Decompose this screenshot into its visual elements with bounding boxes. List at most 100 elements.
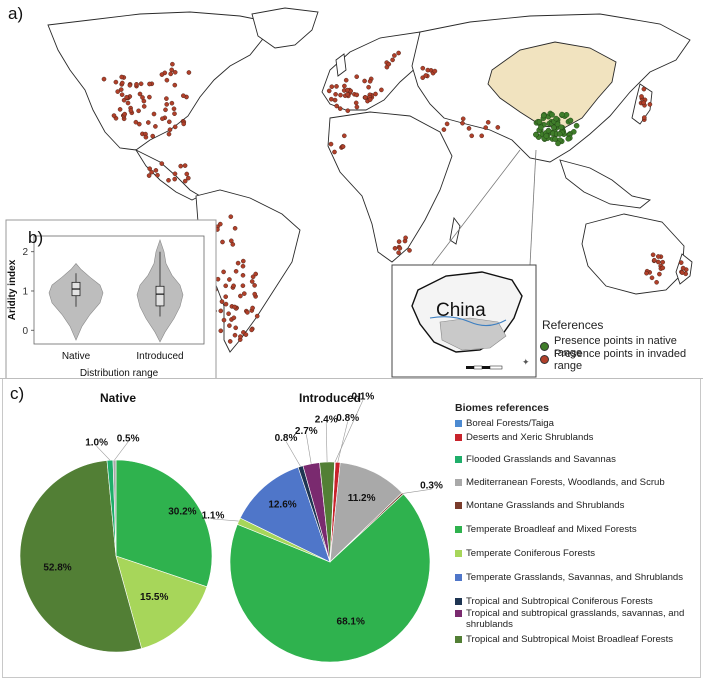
invaded-point xyxy=(160,116,165,121)
invaded-point-swatch xyxy=(540,355,549,364)
scale-bar xyxy=(466,365,503,370)
china-inset: China ✦ xyxy=(391,264,537,378)
invaded-point xyxy=(159,72,165,77)
invaded-point xyxy=(166,177,171,183)
africa xyxy=(327,111,453,263)
pie-leader-line xyxy=(402,488,432,494)
invaded-point xyxy=(641,86,647,92)
invaded-point xyxy=(354,104,360,110)
invaded-point xyxy=(181,121,186,127)
invaded-point xyxy=(127,83,133,88)
inset-connector-left xyxy=(431,149,521,266)
pie-data-label: 52.8% xyxy=(43,562,71,573)
biome-swatch xyxy=(455,550,462,557)
invaded-point xyxy=(153,124,158,129)
pie-data-label: 1.0% xyxy=(85,438,108,449)
violin-panel: 0 1 2 Native Introduced Aridity index Distr… xyxy=(5,219,217,378)
invaded-point xyxy=(227,339,233,344)
invaded-point xyxy=(641,100,647,106)
biome-label: Montane Grasslands and Shrublands xyxy=(466,500,625,511)
invaded-point xyxy=(240,263,246,269)
violin-ytick-label: 1 xyxy=(22,286,28,297)
biome-label: Tropical and Subtropical Moist Broadleaf… xyxy=(466,634,674,645)
biome-legend-item: Tropical and Subtropical Coniferous Fore… xyxy=(455,596,703,608)
invaded-point xyxy=(147,81,152,87)
pie-native: 30.2% 15.5% 52.8% 1.0% 0.5% xyxy=(19,433,213,653)
pie-leader-line xyxy=(212,518,239,522)
invaded-point xyxy=(172,176,177,182)
legend-item-invaded: Presence points in invaded range xyxy=(540,348,700,372)
legend-label-invaded: Presence points in invaded range xyxy=(554,347,687,372)
pie-leader-line xyxy=(306,434,312,464)
violin-ylabel: Aridity index xyxy=(7,259,18,320)
biome-swatch xyxy=(455,610,462,617)
invaded-point xyxy=(228,238,234,244)
invaded-point xyxy=(119,74,124,80)
invaded-point xyxy=(326,88,332,94)
invaded-point xyxy=(345,108,351,113)
biome-legend-item: Boreal Forests/Taiga xyxy=(455,418,703,432)
invaded-point xyxy=(338,92,343,98)
china-native-range xyxy=(487,41,617,129)
invaded-point xyxy=(432,68,438,74)
invaded-point xyxy=(441,127,447,132)
invaded-point xyxy=(367,97,373,102)
biome-label: Temperate Broadleaf and Mixed Forests xyxy=(466,524,637,535)
invaded-point xyxy=(345,92,350,97)
native-point xyxy=(536,119,543,125)
invaded-point xyxy=(218,328,224,334)
invaded-point xyxy=(396,250,401,255)
invaded-point xyxy=(137,91,143,97)
invaded-point xyxy=(133,119,139,125)
invaded-point xyxy=(118,87,124,92)
invaded-point xyxy=(420,65,426,71)
panel-c-label: c) xyxy=(10,384,25,403)
invaded-point xyxy=(390,57,395,63)
invaded-point xyxy=(147,94,152,100)
invaded-point xyxy=(125,100,131,106)
panel-divider xyxy=(0,378,703,379)
invaded-point xyxy=(169,100,175,106)
native-presence-points xyxy=(533,110,580,147)
invaded-point xyxy=(184,171,190,177)
biome-legend-title: Biomes references xyxy=(455,402,549,414)
invaded-point xyxy=(226,311,231,317)
invaded-point xyxy=(362,78,367,84)
invaded-point xyxy=(392,245,398,251)
invaded-point xyxy=(396,50,401,56)
invaded-point xyxy=(115,89,120,94)
invaded-point xyxy=(344,87,350,93)
native-point xyxy=(559,111,565,118)
biome-label: Temperate Grasslands, Savannas, and Shru… xyxy=(466,572,684,583)
inset-river xyxy=(429,316,507,327)
invaded-point xyxy=(329,84,335,89)
invaded-point xyxy=(170,61,175,67)
invaded-point xyxy=(362,95,368,100)
invaded-point xyxy=(233,268,239,274)
biome-legend-item: Temperate Broadleaf and Mixed Forests xyxy=(455,524,703,548)
pie-data-label: 0.5% xyxy=(117,433,140,444)
invaded-point xyxy=(328,96,334,102)
pie-data-label: 2.7% xyxy=(295,426,318,437)
pie-slice xyxy=(115,459,213,588)
invaded-point xyxy=(354,92,360,98)
invaded-point xyxy=(332,97,338,103)
references-legend: References Presence points in native ran… xyxy=(540,318,700,372)
pie-introduced-title: Introduced xyxy=(299,391,361,405)
invaded-point xyxy=(111,113,117,118)
biome-swatch xyxy=(455,479,462,486)
panel-a-label: a) xyxy=(8,4,24,23)
invaded-point xyxy=(328,141,334,147)
invaded-point xyxy=(228,214,234,219)
legend-label-native: Presence points in native range xyxy=(554,334,677,359)
pie-native-title: Native xyxy=(100,391,136,405)
invaded-point xyxy=(444,121,450,127)
pie-data-label: 11.2% xyxy=(348,493,376,504)
native-point xyxy=(573,122,580,129)
invaded-point xyxy=(164,102,169,107)
invaded-point xyxy=(656,259,661,265)
native-point xyxy=(556,131,563,137)
biome-legend-items: Boreal Forests/Taiga Deserts and Xeric Sh… xyxy=(455,418,703,648)
pie-data-label: 30.2% xyxy=(168,507,196,518)
invaded-point xyxy=(479,133,485,139)
